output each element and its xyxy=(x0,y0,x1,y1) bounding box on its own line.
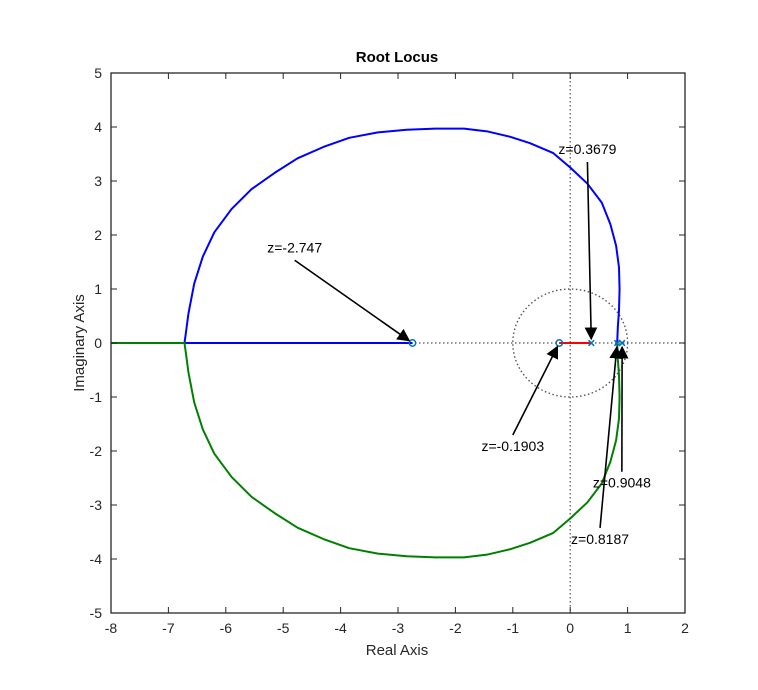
pole-marker xyxy=(613,339,621,347)
y-tick-label: -2 xyxy=(90,443,103,459)
annotation-label: z=0.8187 xyxy=(571,531,629,547)
annotation-arrow xyxy=(599,345,623,528)
plot-area: z=-2.747 z=0.3679 z=-0.1903 z=0.9048 z=0.818… xyxy=(90,65,690,636)
x-tick-label: -2 xyxy=(449,620,462,636)
x-tick-label: -1 xyxy=(507,620,520,636)
annotation-label: z=0.3679 xyxy=(558,141,616,157)
x-tick-label: 2 xyxy=(681,620,689,636)
annotation-arrow xyxy=(512,345,559,436)
locus-branch-blue xyxy=(183,127,621,344)
y-tick-label: 1 xyxy=(94,281,102,297)
annotation-label: z=-0.1903 xyxy=(481,438,544,454)
y-tick-label: -5 xyxy=(90,605,103,621)
pole-marker xyxy=(618,339,626,347)
y-tick-label: 5 xyxy=(94,65,102,81)
y-tick-label: 2 xyxy=(94,227,102,243)
y-tick-label: 0 xyxy=(94,335,102,351)
y-tick-label: 3 xyxy=(94,173,102,189)
x-tick-label: -4 xyxy=(334,620,347,636)
annotation-arrow xyxy=(294,259,411,342)
annotation-arrow xyxy=(584,161,598,341)
x-axis-label: Real Axis xyxy=(366,642,429,659)
y-axis-label: Imaginary Axis xyxy=(71,294,88,392)
x-tick-label: -5 xyxy=(277,620,290,636)
x-tick-label: 1 xyxy=(624,620,632,636)
locus-branch-green xyxy=(111,342,621,559)
zero-marker xyxy=(555,339,564,347)
annotation-label: z=0.9048 xyxy=(593,475,651,491)
chart-title: Root Locus xyxy=(356,49,439,66)
x-tick-label: -8 xyxy=(105,620,118,636)
pole-marker xyxy=(587,339,595,347)
x-tick-label: -7 xyxy=(162,620,175,636)
annotation-label: z=-2.747 xyxy=(267,239,322,255)
y-tick-label: -1 xyxy=(90,389,103,405)
y-tick-label: 4 xyxy=(94,119,102,135)
x-tick-label: -3 xyxy=(392,620,405,636)
unit-circle xyxy=(512,288,629,398)
y-tick-label: -4 xyxy=(90,551,103,567)
x-tick-label: 0 xyxy=(566,620,574,636)
y-tick-label: -3 xyxy=(90,497,103,513)
zero-marker xyxy=(408,339,417,347)
x-tick-label: -6 xyxy=(220,620,233,636)
